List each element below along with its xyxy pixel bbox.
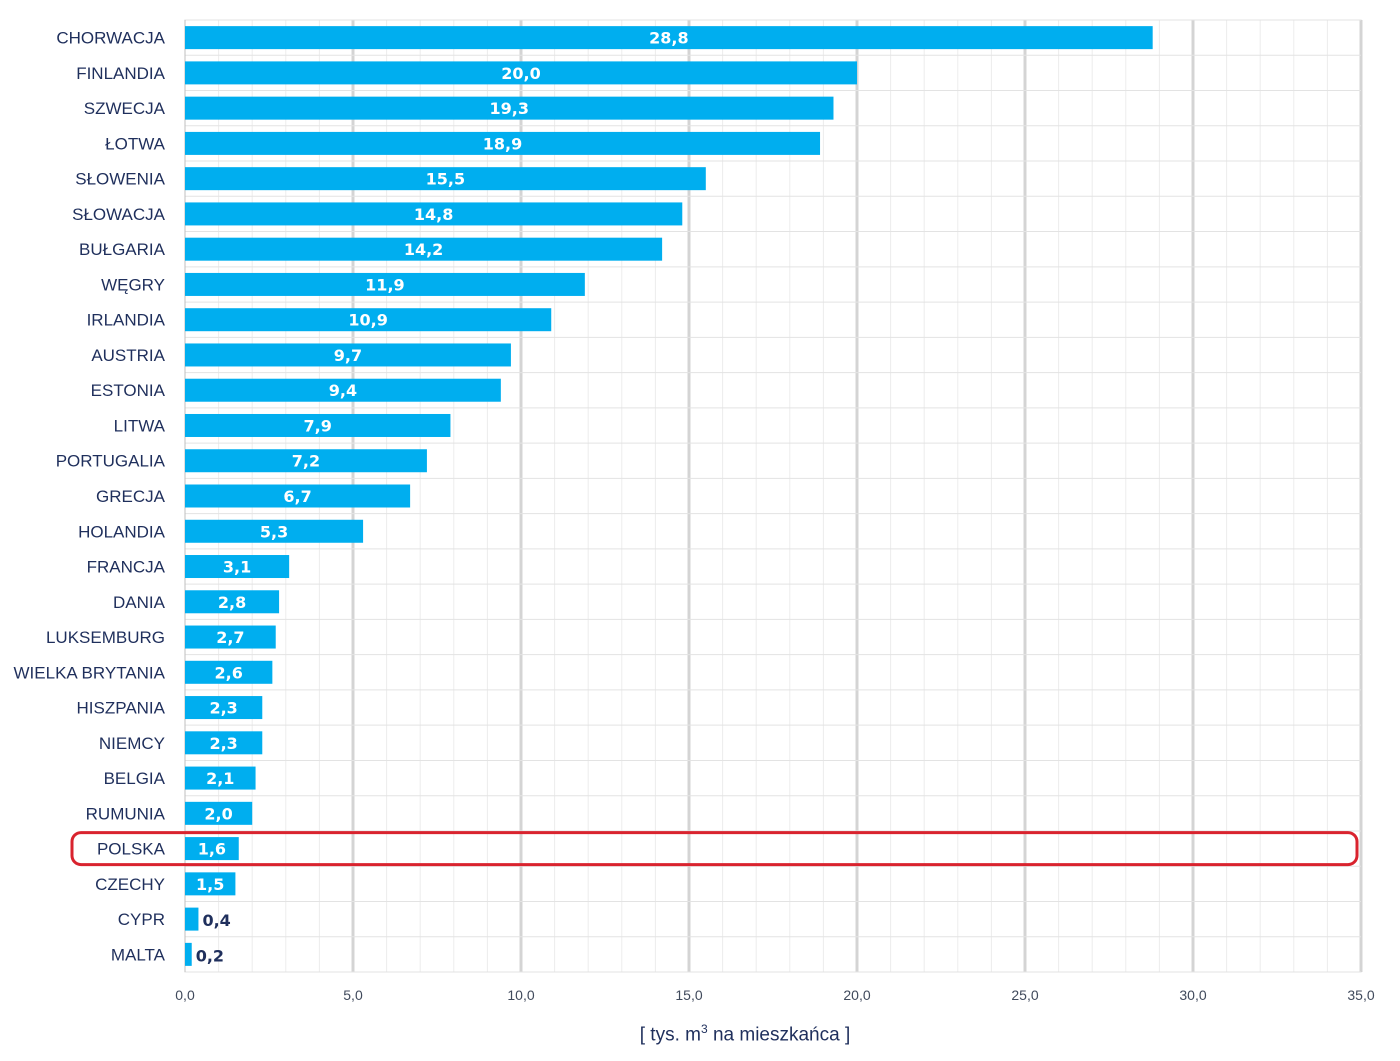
x-axis-ticks: 0,0 5,0 10,0 15,0 20,0 25,0 30,0 35,0 (175, 987, 1375, 1003)
category-label: POLSKA (97, 840, 166, 859)
bar-value-label: 2,6 (215, 663, 243, 682)
category-label: CYPR (118, 910, 165, 929)
bar-value-label: 1,6 (198, 840, 226, 859)
bar-value-label: 11,9 (365, 275, 404, 294)
category-label: BUŁGARIA (79, 240, 166, 259)
category-label: ESTONIA (91, 381, 166, 400)
bar-value-label: 15,5 (426, 170, 465, 189)
category-label: HISZPANIA (77, 699, 166, 718)
bar-26 (185, 942, 192, 966)
category-label: FRANCJA (87, 558, 166, 577)
x-tick-label: 0,0 (175, 987, 195, 1003)
category-label: SŁOWENIA (75, 170, 165, 189)
bar-25 (185, 907, 199, 931)
bar-value-label: 5,3 (260, 522, 288, 541)
category-label: CZECHY (95, 875, 165, 894)
bar-6 (185, 237, 663, 261)
bar-value-label: 14,2 (404, 240, 443, 259)
bar-value-label: 2,8 (218, 593, 246, 612)
x-tick-label: 5,0 (343, 987, 363, 1003)
bar-9 (185, 343, 511, 367)
bar-10 (185, 378, 501, 402)
bar-5 (185, 202, 683, 226)
bar-19 (185, 696, 263, 720)
category-label: WIELKA BRYTANIA (14, 663, 166, 682)
bar-value-label: 6,7 (283, 487, 311, 506)
category-label: FINLANDIA (76, 64, 165, 83)
bars-layer: 28,8 20,0 19,3 18,9 15,5 14,8 14,211,9 10,9 9,7 9… (185, 26, 1153, 966)
category-label: BELGIA (104, 769, 166, 788)
bar-15 (185, 555, 290, 579)
category-label: IRLANDIA (87, 311, 166, 330)
x-axis-title-post: na mieszkańca ] (707, 1024, 851, 1046)
bar-value-label: 19,3 (489, 99, 528, 118)
category-label: ŁOTWA (105, 134, 165, 153)
x-tick-label: 10,0 (507, 987, 534, 1003)
bar-value-label: 3,1 (223, 558, 251, 577)
bar-11 (185, 413, 451, 437)
bar-18 (185, 660, 273, 684)
bar-3 (185, 131, 821, 155)
bar-value-label: 1,5 (196, 875, 224, 894)
bar-8 (185, 308, 552, 332)
category-label: NIEMCY (99, 734, 165, 753)
bar-value-label: 7,9 (304, 416, 332, 435)
bar-value-label: 14,8 (414, 205, 453, 224)
category-label: MALTA (111, 945, 166, 964)
bar-13 (185, 484, 411, 508)
category-label: PORTUGALIA (56, 452, 166, 471)
category-label: CHORWACJA (56, 29, 165, 48)
bar-value-label: 9,4 (329, 381, 357, 400)
bar-24 (185, 872, 236, 896)
bar-16 (185, 590, 280, 614)
bar-22 (185, 801, 253, 825)
bar-value-label: 18,9 (483, 134, 522, 153)
category-label: DANIA (113, 593, 166, 612)
bar-21 (185, 766, 256, 790)
category-labels: CHORWACJA FINLANDIA SZWECJA ŁOTWA SŁOWENIA SŁ… (14, 29, 166, 965)
x-axis-title-sup: 3 (700, 1022, 708, 1036)
bar-23 (185, 837, 239, 861)
bar-0 (185, 26, 1153, 50)
category-label: GRECJA (96, 487, 166, 506)
bar-value-label: 2,1 (206, 769, 234, 788)
bar-20 (185, 731, 263, 755)
x-tick-label: 25,0 (1011, 987, 1038, 1003)
x-axis-title: [ tys. m3 na mieszkańca ] (0, 1022, 1400, 1046)
bar-1 (185, 61, 857, 85)
x-tick-label: 30,0 (1179, 987, 1206, 1003)
category-label: HOLANDIA (78, 522, 166, 541)
bar-value-label: 20,0 (501, 64, 540, 83)
bar-value-label: 2,3 (209, 699, 237, 718)
bar-4 (185, 167, 706, 191)
highlight-frame (70, 831, 1359, 867)
bar-value-label: 28,8 (649, 29, 688, 48)
bar-value-label: 2,0 (204, 804, 232, 823)
category-label: LUKSEMBURG (46, 628, 165, 647)
bar-7 (185, 272, 585, 296)
category-label: SŁOWACJA (72, 205, 166, 224)
bar-14 (185, 519, 364, 543)
x-axis-title-pre: [ tys. m (639, 1024, 701, 1046)
bar-value-label: 7,2 (292, 452, 320, 471)
bar-12 (185, 449, 427, 473)
bar-17 (185, 625, 276, 649)
bar-value-label: 10,9 (348, 311, 387, 330)
bar-value-label: 0,2 (196, 946, 224, 965)
bar-2 (185, 96, 834, 120)
x-tick-label: 15,0 (675, 987, 702, 1003)
category-label: RUMUNIA (86, 804, 166, 823)
category-label: AUSTRIA (91, 346, 165, 365)
bar-value-label: 9,7 (334, 346, 362, 365)
bar-value-label: 0,4 (202, 911, 230, 930)
x-tick-label: 20,0 (843, 987, 870, 1003)
highlight-layer (70, 831, 1359, 867)
bar-value-label: 2,3 (209, 734, 237, 753)
bar-value-label: 2,7 (216, 628, 244, 647)
category-label: WĘGRY (101, 275, 165, 294)
category-label: SZWECJA (84, 99, 166, 118)
category-label: LITWA (114, 416, 166, 435)
x-tick-label: 35,0 (1347, 987, 1374, 1003)
